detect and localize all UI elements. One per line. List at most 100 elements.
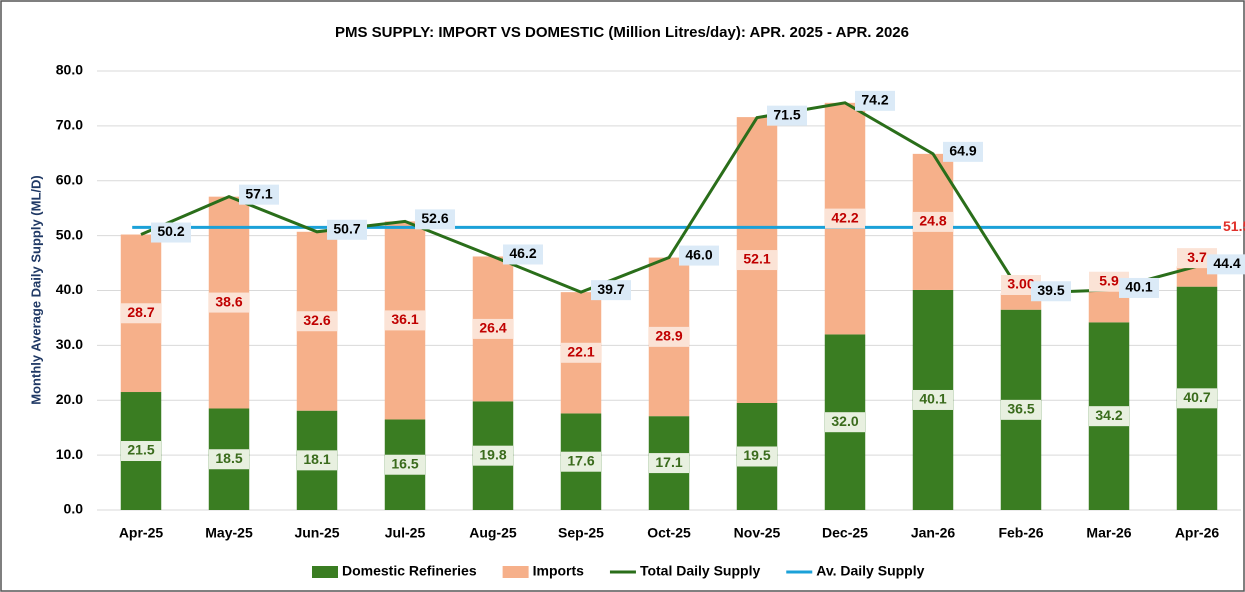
domestic-label: 32.0 bbox=[831, 413, 858, 429]
imports-label: 32.6 bbox=[303, 312, 330, 328]
imports-label-group: 22.1 bbox=[561, 342, 601, 363]
domestic-label-group: 21.5 bbox=[121, 441, 161, 462]
x-tick-label: Jul-25 bbox=[385, 525, 426, 541]
chart-title: PMS SUPPLY: IMPORT VS DOMESTIC (Million … bbox=[335, 24, 909, 41]
domestic-label-group: 34.2 bbox=[1089, 406, 1129, 427]
total-label-group: 50.2 bbox=[151, 222, 191, 243]
imports-label-group: 24.8 bbox=[913, 211, 953, 232]
y-tick-label: 30.0 bbox=[56, 336, 83, 352]
domestic-label: 16.5 bbox=[391, 455, 418, 471]
domestic-label-box bbox=[649, 453, 689, 474]
x-tick-label: Oct-25 bbox=[647, 525, 691, 541]
y-tick-label: 40.0 bbox=[56, 281, 83, 297]
x-tick-label: Dec-25 bbox=[822, 525, 868, 541]
y-tick-label: 80.0 bbox=[56, 62, 83, 78]
domestic-label-group: 40.7 bbox=[1177, 388, 1217, 409]
domestic-label-group: 18.5 bbox=[209, 449, 249, 470]
domestic-label-group: 19.8 bbox=[473, 445, 513, 466]
x-tick-label: Feb-26 bbox=[998, 525, 1043, 541]
domestic-label-box bbox=[121, 441, 161, 462]
y-tick-label: 60.0 bbox=[56, 171, 83, 187]
imports-label-group: 42.2 bbox=[825, 208, 865, 229]
total-label-box bbox=[855, 90, 895, 111]
total-label: 39.5 bbox=[1037, 282, 1064, 298]
domestic-label-group: 40.1 bbox=[913, 389, 953, 410]
total-label-box bbox=[767, 105, 807, 126]
x-tick-label: May-25 bbox=[205, 525, 253, 541]
total-label-group: 39.7 bbox=[591, 280, 631, 301]
total-label: 46.0 bbox=[685, 246, 712, 262]
domestic-label-box bbox=[385, 454, 425, 475]
domestic-label-group: 16.5 bbox=[385, 454, 425, 475]
total-label-box bbox=[679, 245, 719, 266]
total-label-group: 44.4 bbox=[1207, 254, 1245, 275]
y-tick-label: 70.0 bbox=[56, 117, 83, 133]
total-label: 52.6 bbox=[421, 210, 448, 226]
imports-label: 36.1 bbox=[391, 311, 418, 327]
total-label-box bbox=[503, 244, 543, 265]
imports-label-box bbox=[561, 342, 601, 363]
imports-label-box bbox=[385, 310, 425, 331]
total-label: 71.5 bbox=[773, 106, 800, 122]
domestic-label: 19.8 bbox=[479, 446, 506, 462]
domestic-label-group: 32.0 bbox=[825, 412, 865, 433]
total-label: 50.7 bbox=[333, 220, 360, 236]
x-tick-label: Apr-26 bbox=[1175, 525, 1220, 541]
domestic-label: 34.2 bbox=[1095, 407, 1122, 423]
total-label: 50.2 bbox=[157, 223, 184, 239]
imports-label-box bbox=[209, 292, 249, 313]
total-label-box bbox=[239, 184, 279, 205]
total-label-group: 46.2 bbox=[503, 244, 543, 265]
total-label: 39.7 bbox=[597, 281, 624, 297]
imports-label-group: 28.9 bbox=[649, 326, 689, 347]
imports-label: 3.00 bbox=[1007, 276, 1034, 292]
y-tick-label: 50.0 bbox=[56, 226, 83, 242]
domestic-label-group: 18.1 bbox=[297, 450, 337, 471]
domestic-label: 40.1 bbox=[919, 391, 946, 407]
imports-label: 42.2 bbox=[831, 209, 858, 225]
total-label-group: 50.7 bbox=[327, 219, 367, 240]
domestic-label-group: 17.6 bbox=[561, 451, 601, 472]
x-tick-label: Apr-25 bbox=[119, 525, 164, 541]
legend-label: Imports bbox=[533, 563, 585, 579]
domestic-label: 40.7 bbox=[1183, 389, 1210, 405]
x-tick-label: Aug-25 bbox=[469, 525, 517, 541]
legend-label: Domestic Refineries bbox=[342, 563, 477, 579]
domestic-label-group: 36.5 bbox=[1001, 399, 1041, 420]
total-label-box bbox=[1031, 281, 1071, 302]
total-label-box bbox=[327, 219, 367, 240]
domestic-label: 21.5 bbox=[127, 442, 154, 458]
imports-label-box bbox=[825, 208, 865, 229]
domestic-label-box bbox=[913, 389, 953, 410]
total-label-group: 52.6 bbox=[415, 209, 455, 230]
total-label-box bbox=[943, 141, 983, 162]
total-label: 40.1 bbox=[1125, 279, 1152, 295]
domestic-label: 17.1 bbox=[655, 454, 682, 470]
x-tick-label: Jan-26 bbox=[911, 525, 956, 541]
domestic-label-box bbox=[737, 446, 777, 467]
domestic-label: 18.5 bbox=[215, 450, 242, 466]
legend-swatch bbox=[312, 566, 338, 578]
domestic-label-box bbox=[1089, 406, 1129, 427]
imports-label-box bbox=[913, 211, 953, 232]
total-label-box bbox=[151, 222, 191, 243]
imports-label-group: 26.4 bbox=[473, 318, 513, 339]
x-tick-label: Mar-26 bbox=[1086, 525, 1131, 541]
domestic-label-box bbox=[297, 450, 337, 471]
imports-label: 3.7 bbox=[1187, 249, 1207, 265]
imports-label: 5.9 bbox=[1099, 272, 1119, 288]
total-label-box bbox=[415, 209, 455, 230]
imports-label-box bbox=[473, 318, 513, 339]
total-label-group: 57.1 bbox=[239, 184, 279, 205]
domestic-label-box bbox=[473, 445, 513, 466]
y-tick-label: 0.0 bbox=[64, 501, 84, 517]
total-label-group: 39.5 bbox=[1031, 281, 1071, 302]
total-label: 64.9 bbox=[949, 143, 976, 159]
total-label-group: 71.5 bbox=[767, 105, 807, 126]
imports-label-group: 36.1 bbox=[385, 310, 425, 331]
domestic-label: 36.5 bbox=[1007, 401, 1034, 417]
domestic-label: 18.1 bbox=[303, 451, 330, 467]
total-label-box bbox=[1207, 254, 1245, 275]
total-label: 57.1 bbox=[245, 185, 272, 201]
imports-label-group: 28.7 bbox=[121, 303, 161, 324]
